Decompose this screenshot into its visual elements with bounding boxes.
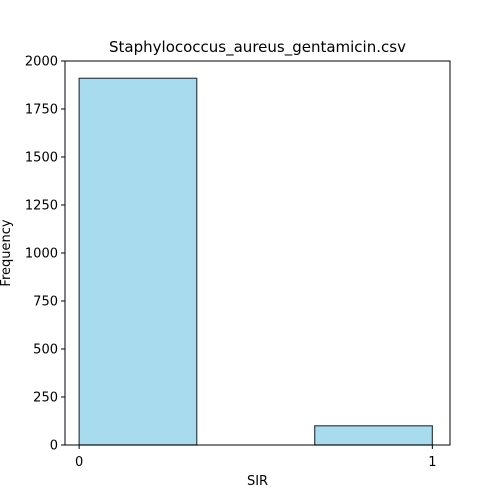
y-tick-label-1: 250 — [33, 391, 58, 406]
x-tick-label-0: 0 — [75, 455, 83, 470]
bars-group — [78, 77, 433, 446]
y-tick-label-2: 500 — [33, 343, 58, 358]
bar-0 — [78, 77, 198, 446]
bar-1 — [314, 425, 433, 446]
y-tick-label-8: 2000 — [25, 55, 58, 70]
y-tick-label-0: 0 — [50, 439, 58, 454]
y-tick-label-5: 1250 — [25, 199, 58, 214]
y-tick-label-3: 750 — [33, 295, 58, 310]
y-tick-label-6: 1500 — [25, 151, 58, 166]
y-tick-label-4: 1000 — [25, 247, 58, 262]
x-tick-label-1: 1 — [428, 455, 436, 470]
y-axis-ticks: 0 250 500 750 1000 1250 1500 1750 2000 — [25, 55, 65, 454]
y-axis-label: Frequency — [0, 219, 14, 286]
y-tick-label-7: 1750 — [25, 103, 58, 118]
chart-title: Staphylococcus_aureus_gentamicin.csv — [109, 38, 406, 57]
x-axis-label: SIR — [247, 474, 268, 489]
